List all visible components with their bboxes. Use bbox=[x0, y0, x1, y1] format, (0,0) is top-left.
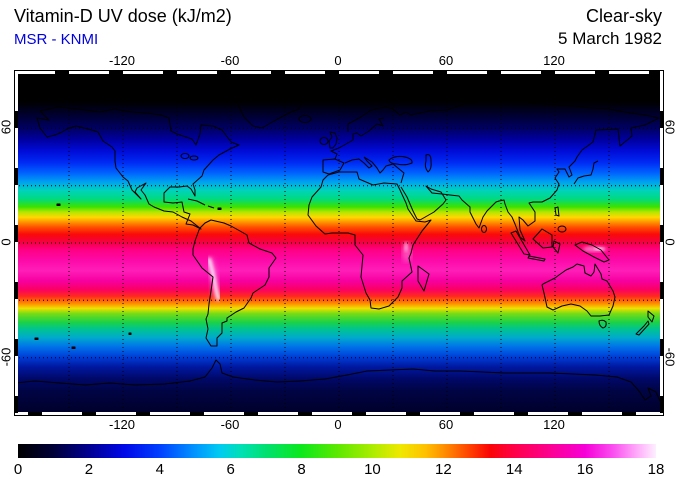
figure-source: MSR - KNMI bbox=[14, 31, 99, 48]
colorbar-tick: 12 bbox=[434, 461, 452, 478]
lat-tick-right: 60 bbox=[662, 120, 678, 135]
world-map bbox=[14, 70, 664, 416]
sky-condition: Clear-sky bbox=[585, 6, 662, 26]
colorbar-tick: 14 bbox=[505, 461, 523, 478]
coast-philippines bbox=[554, 206, 560, 217]
colorbar-tick: 16 bbox=[576, 461, 594, 478]
lon-tick-top: -60 bbox=[220, 53, 240, 68]
lat-tick-left: -60 bbox=[0, 347, 14, 367]
coast-north-america bbox=[36, 106, 240, 230]
colorbar-tick: 8 bbox=[297, 461, 306, 478]
graticule bbox=[15, 71, 663, 415]
map-canvas bbox=[15, 71, 663, 415]
coast-borneo bbox=[532, 228, 553, 249]
figure-date: 5 March 1982 bbox=[558, 29, 662, 48]
frame-zebra-top bbox=[15, 71, 663, 74]
coast-south-america bbox=[192, 219, 277, 347]
frame-zebra-bottom bbox=[15, 412, 663, 415]
lat-tick-right: 0 bbox=[662, 238, 678, 246]
colorbar-tick: 18 bbox=[647, 461, 665, 478]
colorbar-tick: 0 bbox=[13, 461, 23, 478]
lon-tick-top: 60 bbox=[438, 53, 454, 68]
lon-tick-bottom: -120 bbox=[108, 417, 136, 432]
frame-zebra-right bbox=[660, 71, 663, 415]
lon-tick-bottom: 120 bbox=[543, 417, 565, 432]
coast-africa bbox=[307, 171, 432, 310]
figure-title: Vitamin-D UV dose (kJ/m2) bbox=[14, 6, 232, 26]
coast-sumatra bbox=[510, 230, 531, 256]
coast-british-isles bbox=[328, 131, 338, 149]
lon-tick-bottom: 0 bbox=[334, 417, 342, 432]
coast-asia bbox=[400, 117, 660, 242]
coastlines bbox=[15, 83, 663, 402]
coast-madagascar bbox=[417, 265, 430, 292]
colorbar bbox=[18, 444, 656, 458]
coast-new-guinea bbox=[574, 241, 610, 263]
black-sea bbox=[388, 155, 413, 166]
colorbar-tick: 10 bbox=[364, 461, 381, 478]
coast-australia bbox=[541, 263, 616, 317]
coast-greenland bbox=[218, 83, 308, 129]
lat-tick-left: 0 bbox=[0, 238, 14, 246]
coast-sulawesi bbox=[552, 240, 561, 254]
colorbar-tick: 4 bbox=[155, 461, 164, 478]
coast-tasmania bbox=[598, 319, 607, 329]
lat-tick-right: -60 bbox=[662, 347, 678, 367]
coast-caribbean bbox=[187, 198, 215, 209]
coast-new-zealand bbox=[635, 310, 655, 336]
caspian-sea bbox=[424, 154, 432, 173]
high-altitude-bright-spots bbox=[205, 242, 607, 302]
colorbar-tick: 6 bbox=[226, 461, 235, 478]
colorbar-tick: 2 bbox=[84, 461, 94, 478]
coast-antarctica bbox=[15, 359, 663, 402]
frame-zebra-left bbox=[15, 71, 18, 415]
lon-tick-top: 0 bbox=[334, 53, 342, 68]
lon-tick-top: 120 bbox=[543, 53, 565, 68]
coast-europe bbox=[330, 98, 660, 184]
coast-java bbox=[527, 255, 546, 262]
lat-tick-left: 60 bbox=[0, 120, 14, 135]
coast-japan bbox=[573, 160, 599, 185]
lon-tick-top: -120 bbox=[108, 53, 136, 68]
lon-tick-bottom: 60 bbox=[438, 417, 454, 432]
lon-tick-bottom: -60 bbox=[220, 417, 240, 432]
